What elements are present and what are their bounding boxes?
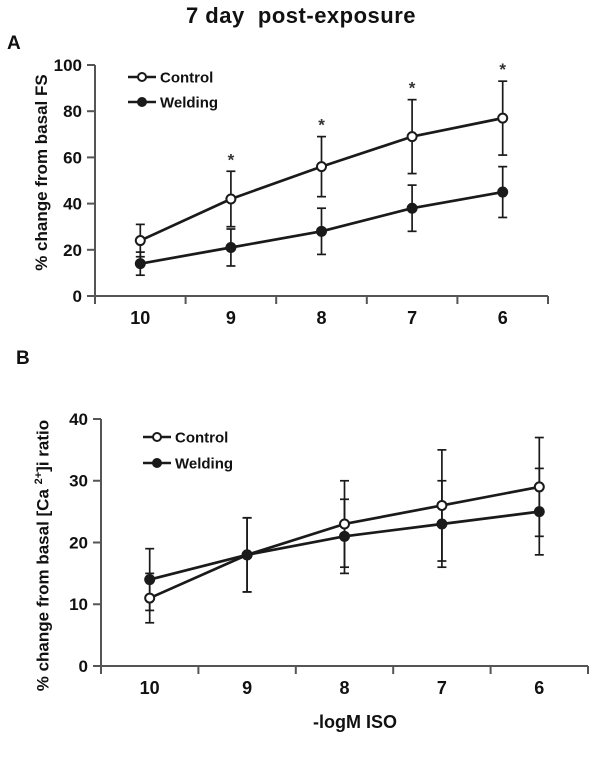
- panel-b-legend-welding-label: Welding: [175, 455, 233, 472]
- panel-b-control-point-7: [436, 499, 448, 511]
- panel-b-letter: B: [16, 348, 30, 369]
- panel-b-y-tick-label: 40: [69, 410, 88, 429]
- panel-b-legend-welding-marker: [152, 458, 162, 468]
- panel-b-y-tick-label: 20: [69, 533, 88, 552]
- panel-a-y-tick-label: 100: [54, 56, 82, 75]
- panel-a-significance-asterisk-8: *: [318, 116, 325, 135]
- panel-b-welding-point-7: [436, 518, 448, 530]
- panel-a-x-category-label: 9: [226, 308, 236, 328]
- panel-b-welding-point-9: [241, 549, 253, 561]
- panel-b-x-category-label: 8: [339, 678, 349, 698]
- panel-b-legend-control-label: Control: [175, 429, 228, 446]
- panel-a-control-point-9: [225, 193, 237, 205]
- panel-b-y-tick-label: 0: [79, 657, 88, 676]
- panel-a-legend-control-label: Control: [160, 69, 213, 86]
- panel-b-control-point-6: [533, 481, 545, 493]
- panel-a-legend-welding-label: Welding: [160, 94, 218, 111]
- panel-a-legend-welding-marker: [137, 97, 147, 107]
- panel-b-welding-point-8: [339, 530, 350, 542]
- panel-a-significance-asterisk-6: *: [499, 60, 506, 79]
- panel-b-control-point-8: [339, 518, 350, 530]
- panel-b-chart: 0 10 20 30 40 10 9 8 7 6 Control Welding: [69, 410, 589, 698]
- panel-a-x-category-label: 8: [316, 308, 326, 328]
- panel-a-letter: A: [7, 33, 21, 54]
- panel-a-control-point-7: [406, 131, 418, 143]
- panel-a-x-category-label: 6: [498, 308, 508, 328]
- panel-b-y-tick-label: 30: [69, 472, 88, 491]
- panel-a-significance-asterisk-9: *: [228, 150, 235, 169]
- panel-a-significance-asterisk-7: *: [409, 79, 416, 98]
- figure-title: 7 day post-exposure: [185, 3, 417, 28]
- panel-a-welding-point-6: [497, 186, 509, 198]
- panel-b-control-point-10: [144, 592, 156, 604]
- panel-a-chart: 0 20 40 60 80 100 10 9 8 7 6 * * * * Control Welding: [54, 56, 549, 328]
- panel-a-control-point-8: [316, 161, 327, 173]
- panel-b-welding-point-6: [533, 506, 545, 518]
- x-axis-label: -logM ISO: [313, 712, 397, 732]
- panel-a-legend-control-marker: [137, 72, 147, 82]
- panel-a-welding-point-10: [134, 258, 146, 270]
- panel-b-x-category-label: 7: [437, 678, 447, 698]
- panel-a-x-category-label: 10: [130, 308, 150, 328]
- panel-a-y-tick-label: 20: [63, 241, 82, 260]
- panel-b-y-tick-label: 10: [69, 595, 88, 614]
- panel-b-x-category-label: 9: [242, 678, 252, 698]
- panel-a-control-point-6: [497, 112, 509, 124]
- panel-b-legend-control-marker: [152, 432, 162, 442]
- panel-b-welding-point-10: [144, 574, 156, 586]
- panel-a-x-category-label: 7: [407, 308, 417, 328]
- panel-a-y-tick-label: 80: [63, 102, 82, 121]
- panel-a-welding-point-9: [225, 241, 237, 253]
- panel-a-y-tick-label: 40: [63, 195, 82, 214]
- panel-a-control-point-10: [134, 235, 146, 247]
- panel-a-y-tick-label: 60: [63, 148, 82, 167]
- panel-b-x-category-label: 6: [534, 678, 544, 698]
- panel-a-welding-point-8: [316, 225, 327, 237]
- panel-a-welding-point-7: [406, 202, 418, 214]
- panel-b-x-category-label: 10: [140, 678, 160, 698]
- panel-a-y-tick-label: 0: [73, 287, 82, 306]
